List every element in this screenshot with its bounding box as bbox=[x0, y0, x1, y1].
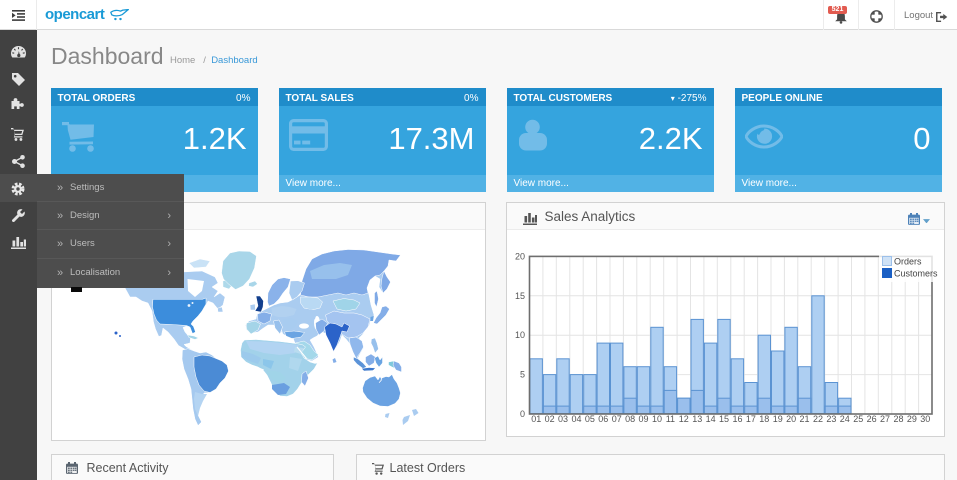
svg-text:27: 27 bbox=[879, 414, 889, 424]
svg-text:05: 05 bbox=[584, 414, 594, 424]
svg-text:20: 20 bbox=[786, 414, 796, 424]
svg-text:5: 5 bbox=[519, 370, 524, 380]
svg-text:15: 15 bbox=[718, 414, 728, 424]
svg-text:04: 04 bbox=[571, 414, 581, 424]
svg-text:0: 0 bbox=[519, 409, 524, 419]
svg-text:02: 02 bbox=[544, 414, 554, 424]
svg-text:13: 13 bbox=[692, 414, 702, 424]
svg-text:28: 28 bbox=[893, 414, 903, 424]
svg-text:Orders: Orders bbox=[894, 257, 922, 267]
svg-text:08: 08 bbox=[625, 414, 635, 424]
svg-text:09: 09 bbox=[638, 414, 648, 424]
svg-text:30: 30 bbox=[920, 414, 930, 424]
svg-text:16: 16 bbox=[732, 414, 742, 424]
svg-text:07: 07 bbox=[611, 414, 621, 424]
svg-text:10: 10 bbox=[651, 414, 661, 424]
svg-text:14: 14 bbox=[705, 414, 715, 424]
svg-text:15: 15 bbox=[514, 291, 524, 301]
svg-text:10: 10 bbox=[514, 330, 524, 340]
svg-text:26: 26 bbox=[866, 414, 876, 424]
svg-text:19: 19 bbox=[772, 414, 782, 424]
svg-text:23: 23 bbox=[826, 414, 836, 424]
svg-text:20: 20 bbox=[514, 251, 524, 261]
svg-text:11: 11 bbox=[665, 414, 674, 424]
svg-text:12: 12 bbox=[678, 414, 688, 424]
svg-text:29: 29 bbox=[906, 414, 916, 424]
svg-text:17: 17 bbox=[745, 414, 755, 424]
svg-text:Customers: Customers bbox=[894, 269, 938, 279]
svg-text:24: 24 bbox=[839, 414, 849, 424]
svg-text:06: 06 bbox=[598, 414, 608, 424]
svg-text:01: 01 bbox=[531, 414, 541, 424]
svg-text:22: 22 bbox=[812, 414, 822, 424]
svg-text:18: 18 bbox=[759, 414, 769, 424]
svg-text:03: 03 bbox=[557, 414, 567, 424]
svg-text:25: 25 bbox=[853, 414, 863, 424]
svg-text:21: 21 bbox=[799, 414, 809, 424]
